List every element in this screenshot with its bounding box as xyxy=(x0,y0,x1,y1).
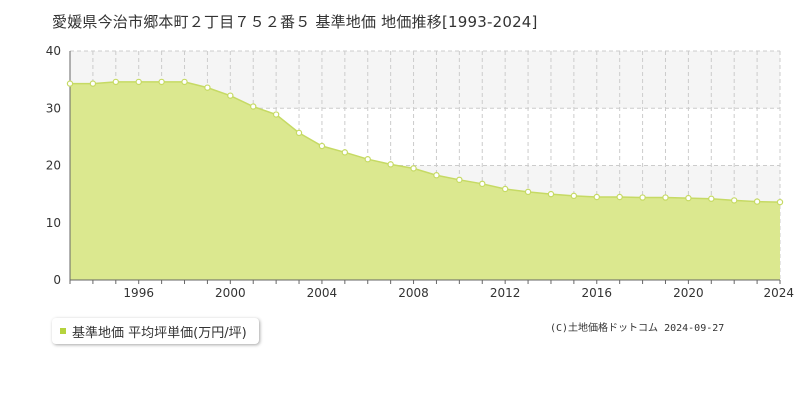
y-tick-label: 40 xyxy=(46,44,61,58)
data-point xyxy=(456,176,463,184)
data-point xyxy=(135,78,142,86)
x-tick-label: 2024 xyxy=(763,286,794,300)
data-point xyxy=(524,188,532,196)
data-point xyxy=(89,80,97,87)
x-tick-label: 2008 xyxy=(398,286,429,300)
data-point xyxy=(776,198,784,206)
data-point xyxy=(158,78,165,86)
data-point xyxy=(753,198,761,205)
tick-labels: 0 10 20 30 40 1996 2000 2004 2008 2012 2016 2020 202… xyxy=(46,44,794,300)
x-tick-label: 2020 xyxy=(673,286,704,300)
y-tick-label: 20 xyxy=(46,159,61,173)
x-tick-label: 2000 xyxy=(215,286,246,300)
data-point xyxy=(639,194,646,201)
data-point xyxy=(410,165,417,172)
data-point xyxy=(593,193,600,201)
data-point xyxy=(66,80,74,87)
series-area xyxy=(70,81,781,280)
data-point xyxy=(433,172,440,179)
data-point xyxy=(181,78,188,86)
data-point xyxy=(730,197,738,204)
data-point xyxy=(112,78,120,86)
data-point xyxy=(204,84,211,91)
x-tick-label: 2012 xyxy=(490,286,521,300)
series-area-fill xyxy=(70,81,780,280)
axes xyxy=(69,51,781,284)
y-tick-label: 10 xyxy=(46,216,61,230)
data-point xyxy=(547,190,555,198)
data-point xyxy=(295,129,303,137)
x-tick-label: 1996 xyxy=(123,286,154,300)
y-tick-label: 30 xyxy=(46,101,61,115)
copyright-text: (C)土地価格ドットコム 2024-09-27 xyxy=(550,323,725,334)
data-point xyxy=(318,142,326,150)
series-markers xyxy=(66,78,784,206)
legend: 基準地価 平均坪単価(万円/坪) xyxy=(52,318,259,344)
data-point xyxy=(341,149,349,156)
series-line xyxy=(70,81,781,203)
data-point xyxy=(708,195,715,202)
data-point xyxy=(570,192,578,200)
data-point xyxy=(387,161,394,168)
data-point xyxy=(227,92,234,99)
data-point xyxy=(616,193,623,201)
data-point xyxy=(364,156,371,163)
data-point xyxy=(272,111,280,118)
data-point xyxy=(685,194,692,202)
legend-label: 基準地価 平均坪単価(万円/坪) xyxy=(72,325,247,341)
data-point xyxy=(250,103,257,110)
data-point xyxy=(501,185,509,193)
y-tick-label: 0 xyxy=(53,273,61,287)
legend-swatch xyxy=(60,328,66,334)
chart-title: 愛媛県今治市郷本町２丁目７５２番５ 基準地価 地価推移[1993-2024] xyxy=(52,13,538,31)
x-tick-label: 2016 xyxy=(582,286,613,300)
x-tick-label: 2004 xyxy=(307,286,338,300)
data-point xyxy=(662,194,669,201)
data-point xyxy=(479,180,486,188)
